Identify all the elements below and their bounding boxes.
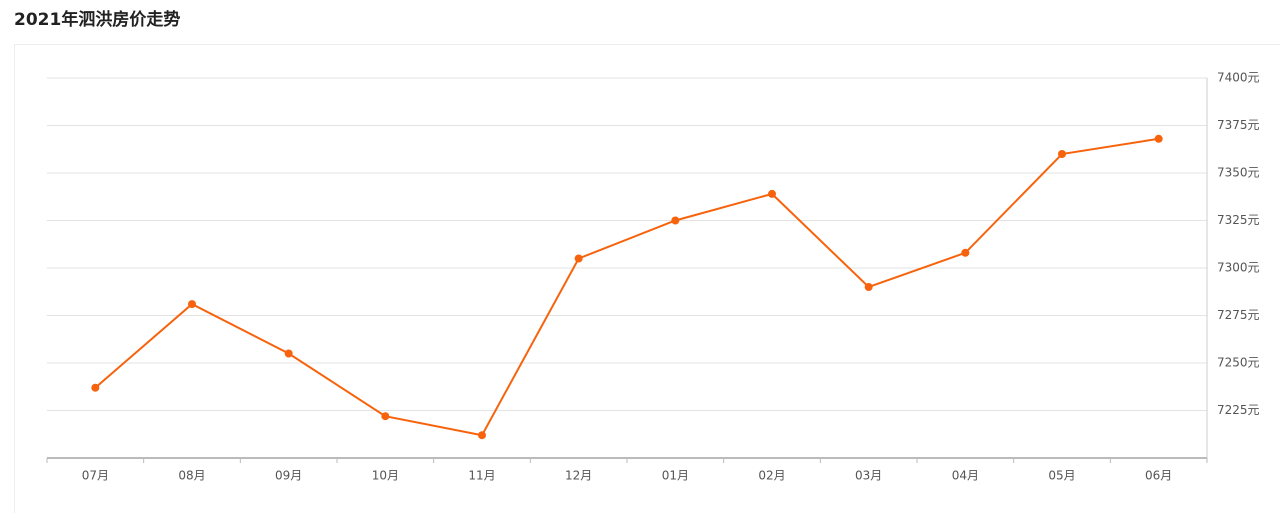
x-tick-label: 06月 bbox=[1145, 469, 1172, 483]
point bbox=[91, 383, 100, 392]
chart-title: 2021年泗洪房价走势 bbox=[14, 9, 180, 30]
chart-frame bbox=[14, 44, 1280, 513]
x-tick-label: 02月 bbox=[758, 469, 785, 483]
x-tick-label: 01月 bbox=[662, 469, 689, 483]
point bbox=[381, 412, 390, 421]
x-tick-label: 08月 bbox=[178, 469, 205, 483]
point bbox=[961, 248, 970, 257]
point bbox=[1058, 150, 1066, 158]
x-tick-label: 05月 bbox=[1048, 469, 1075, 483]
point bbox=[1154, 134, 1163, 143]
y-tick-label: 7400元 bbox=[1217, 71, 1260, 85]
x-tick-label: 04月 bbox=[952, 469, 979, 483]
x-tick-label: 07月 bbox=[82, 469, 109, 483]
y-tick-label: 7325元 bbox=[1217, 213, 1260, 227]
x-tick-label: 03月 bbox=[855, 469, 882, 483]
x-tick-label: 11月 bbox=[468, 469, 495, 483]
x-tick-label: 10月 bbox=[372, 469, 399, 483]
point bbox=[478, 431, 486, 440]
point bbox=[284, 349, 293, 358]
y-tick-label: 7375元 bbox=[1217, 118, 1260, 132]
x-tick-label: 09月 bbox=[275, 469, 302, 483]
point bbox=[574, 254, 583, 263]
point bbox=[671, 216, 680, 225]
y-tick-label: 7250元 bbox=[1217, 356, 1260, 370]
point bbox=[768, 189, 776, 198]
x-tick-label: 12月 bbox=[565, 469, 592, 483]
y-tick-label: 7275元 bbox=[1217, 308, 1260, 322]
line bbox=[94, 137, 1159, 437]
y-tick-label: 7350元 bbox=[1217, 166, 1260, 180]
y-tick-label: 7300元 bbox=[1217, 261, 1260, 275]
point bbox=[864, 283, 873, 291]
y-tick-label: 7225元 bbox=[1217, 403, 1260, 417]
point bbox=[188, 300, 196, 309]
